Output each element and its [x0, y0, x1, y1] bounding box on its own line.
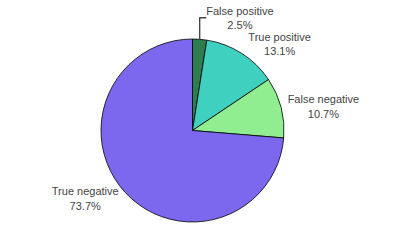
svg-text:True negative73.7%: True negative73.7% [52, 185, 119, 211]
svg-text:True positive13.1%: True positive13.1% [248, 31, 311, 57]
svg-text:False positive2.5%: False positive2.5% [206, 5, 273, 31]
svg-text:False negative10.7%: False negative10.7% [288, 93, 360, 119]
